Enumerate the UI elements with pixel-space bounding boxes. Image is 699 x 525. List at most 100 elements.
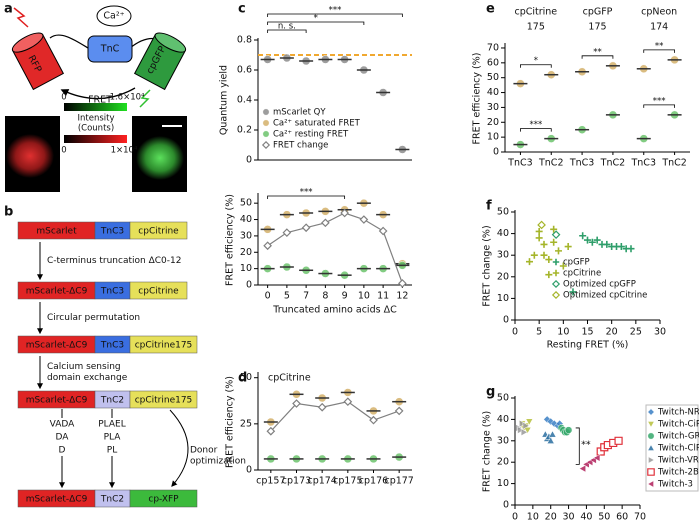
data-point	[627, 245, 635, 253]
legend-label: Twitch-2B	[657, 468, 699, 478]
legend-label: Optimized cpCitrine	[563, 291, 647, 301]
data-point	[535, 234, 543, 242]
y-tick-label: 0	[493, 147, 499, 158]
emission-bolt	[13, 7, 29, 28]
data-point	[398, 279, 407, 288]
colorbar-label: 0	[61, 146, 66, 156]
chart-title: cpCitrine	[268, 373, 311, 384]
y-tick-label: 60	[487, 57, 499, 68]
x-tick-label: 30	[563, 512, 575, 523]
legend-marker	[552, 269, 560, 277]
significance-label: ***	[653, 96, 666, 106]
legend-marker	[647, 421, 655, 428]
y-tick-label: 40	[240, 214, 252, 225]
y-tick-label: 0.6	[237, 65, 252, 76]
x-tick-label: cp177	[384, 476, 413, 487]
x-tick-label: 30	[654, 327, 666, 338]
variant-label: PLA	[104, 433, 122, 443]
legend-label: Optimized cpGFP	[563, 280, 636, 290]
variant-label: DA	[56, 433, 70, 443]
data-point	[520, 428, 528, 437]
y-axis-label: FRET change (%)	[482, 225, 493, 306]
legend-label: cpCitrine	[563, 269, 601, 279]
data-point	[545, 256, 553, 264]
construct-label: cpCitrine	[138, 227, 179, 237]
legend-label: FRET change	[273, 141, 328, 151]
legend-marker	[647, 444, 655, 451]
y-tick-label: 20	[240, 247, 252, 258]
legend-label: mScarlet QY	[273, 108, 326, 118]
legend-label: Twitch-VR	[657, 456, 699, 466]
donor-label: optimization	[190, 457, 246, 467]
y-tick-label: 0	[246, 155, 252, 166]
data-point	[266, 426, 276, 436]
data-point	[593, 453, 601, 462]
fret-arrow	[60, 87, 136, 100]
data-point	[340, 208, 349, 218]
data-point	[517, 426, 525, 435]
excitation-bolt	[139, 89, 151, 108]
x-tick-label: 9	[342, 291, 348, 302]
significance-bracket	[267, 195, 346, 199]
construct-part	[129, 221, 188, 240]
data-point	[282, 228, 292, 237]
data-point	[537, 220, 546, 230]
significance-label: ***	[329, 6, 342, 16]
step-label: Calcium sensing	[47, 362, 121, 372]
legend-marker	[647, 432, 655, 440]
step-label: C-terminus truncation ΔC0-12	[47, 256, 181, 266]
data-point	[321, 218, 330, 228]
x-tick-label: TnC2	[538, 158, 564, 169]
legend-label: Twitch-NR	[657, 408, 699, 418]
construct-label: cpCitrine175	[135, 396, 193, 406]
x-tick-label: 11	[377, 291, 389, 302]
data-point	[603, 240, 611, 248]
y-tick-label: 30	[240, 230, 252, 241]
group-subtitle: 174	[650, 22, 668, 33]
variant-label: PLAEL	[98, 420, 126, 430]
colorbar-title: Intensity	[78, 114, 115, 124]
variant-label: D	[59, 446, 66, 456]
significance-bracket	[267, 21, 365, 25]
significance-label: n. s.	[278, 22, 296, 32]
x-tick-label: 12	[396, 291, 408, 302]
x-tick-label: 10	[358, 291, 370, 302]
x-tick-label: cp173	[282, 476, 311, 487]
data-point	[369, 415, 378, 425]
y-tick-label: 70	[487, 42, 499, 53]
step-label: domain exchange	[47, 373, 128, 383]
y-tick-label: 30	[487, 102, 499, 113]
donor-label: Donor	[190, 446, 218, 456]
significance-label: *	[534, 56, 538, 66]
legend-marker	[261, 140, 271, 150]
significance-bracket	[643, 104, 675, 108]
legend-marker	[551, 290, 561, 300]
y-tick-label: 20	[497, 271, 509, 282]
legend-marker	[552, 258, 560, 266]
y-axis-label: FRET efficiency (%)	[225, 194, 236, 286]
construct-label: cpCitrine175	[135, 341, 193, 351]
construct-label: mScarlet-ΔC9	[26, 341, 88, 351]
annotation-bracket	[575, 427, 580, 465]
construct-part	[129, 489, 198, 508]
data-point	[519, 419, 527, 428]
y-axis-label: Quantum yield	[219, 65, 230, 135]
y-tick-label: 10	[487, 132, 499, 143]
x-tick-label: 5	[536, 327, 542, 338]
data-point	[526, 258, 533, 266]
x-tick-label: 50	[598, 512, 610, 523]
data-point	[317, 402, 327, 412]
x-axis-label: Truncated amino acids ΔC	[272, 305, 397, 316]
construct-part	[129, 390, 198, 409]
data-point	[525, 418, 534, 426]
series-line	[270, 401, 400, 432]
data-point	[569, 288, 577, 296]
x-tick-label: 70	[634, 512, 646, 523]
construct-label: mScarlet-ΔC9	[26, 396, 88, 406]
construct-label: TnC2	[100, 495, 124, 505]
ca-label: Ca²⁺	[103, 11, 124, 22]
x-tick-label: 0	[512, 512, 518, 523]
legend-label: Twitch-3	[657, 480, 693, 490]
construct-label: cpCitrine	[138, 287, 179, 297]
